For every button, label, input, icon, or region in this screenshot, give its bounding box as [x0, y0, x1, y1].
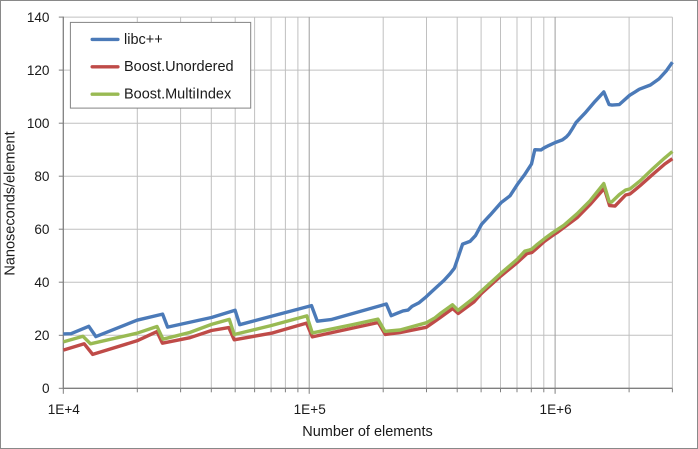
svg-text:40: 40	[34, 275, 50, 290]
svg-text:Nanoseconds/element: Nanoseconds/element	[3, 131, 19, 275]
svg-text:120: 120	[27, 63, 50, 78]
svg-text:Number of elements: Number of elements	[302, 424, 433, 440]
svg-text:0: 0	[42, 381, 50, 396]
svg-text:20: 20	[34, 328, 50, 343]
svg-text:Boost.Unordered: Boost.Unordered	[124, 59, 234, 75]
svg-text:libc++: libc++	[124, 32, 163, 48]
svg-text:140: 140	[27, 10, 50, 25]
svg-text:1E+5: 1E+5	[294, 402, 326, 417]
svg-text:60: 60	[34, 222, 50, 237]
svg-text:1E+6: 1E+6	[540, 402, 572, 417]
svg-text:100: 100	[27, 116, 50, 131]
svg-text:80: 80	[34, 169, 50, 184]
svg-text:1E+4: 1E+4	[48, 402, 81, 417]
svg-text:Boost.MultiIndex: Boost.MultiIndex	[124, 87, 232, 103]
